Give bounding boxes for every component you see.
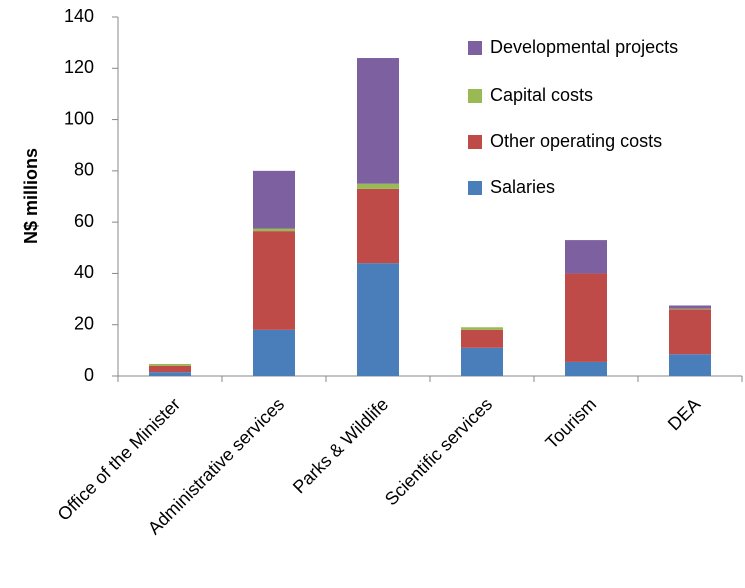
bar-segment: [461, 329, 503, 348]
legend-label: Other operating costs: [490, 131, 662, 151]
y-tick-label: 0: [84, 365, 94, 385]
legend-swatch: [468, 135, 482, 149]
bar-segment: [357, 183, 399, 189]
bar-segment: [565, 240, 607, 274]
y-tick-label: 120: [64, 57, 94, 77]
bar-segment: [461, 327, 503, 330]
y-tick-label: 20: [74, 313, 94, 333]
bar-segment: [149, 363, 191, 366]
legend-label: Salaries: [490, 177, 555, 197]
x-tick-label: Tourism: [541, 394, 600, 453]
y-tick-label: 80: [74, 160, 94, 180]
x-tick-label: Parks & Wildlife: [289, 394, 392, 497]
bar-segment: [149, 372, 191, 376]
bar-segment: [357, 58, 399, 184]
bar-segment: [253, 170, 295, 229]
legend-swatch: [468, 41, 482, 55]
bar-segment: [357, 188, 399, 264]
bar-segment: [669, 354, 711, 376]
bar-segment: [565, 361, 607, 376]
bar-segment: [669, 309, 711, 355]
legend-label: Capital costs: [490, 85, 593, 105]
bar-segment: [669, 308, 711, 310]
bar-segment: [565, 273, 607, 362]
bar-segment: [461, 347, 503, 376]
y-tick-label: 60: [74, 211, 94, 231]
bar-segment: [253, 228, 295, 232]
y-axis-title: N$ millions: [21, 148, 41, 244]
legend-label: Developmental projects: [490, 37, 678, 57]
y-tick-label: 140: [64, 6, 94, 26]
x-tick-label: DEA: [664, 394, 704, 434]
bar-segment: [669, 305, 711, 309]
y-tick-label: 100: [64, 108, 94, 128]
y-tick-label: 40: [74, 262, 94, 282]
legend-swatch: [468, 181, 482, 195]
bar-segment: [149, 365, 191, 373]
bar-segment: [253, 231, 295, 330]
bar-segment: [357, 263, 399, 376]
bar-segment: [253, 329, 295, 376]
legend-swatch: [468, 89, 482, 103]
x-tick-label: Scientific services: [381, 394, 496, 509]
